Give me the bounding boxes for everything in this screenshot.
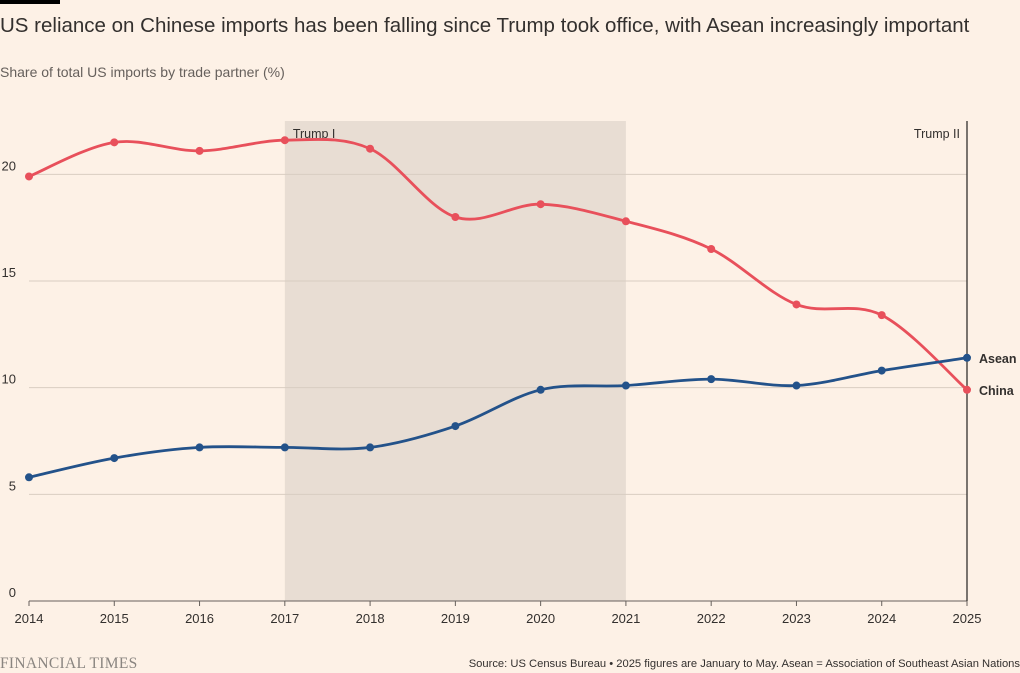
x-tick-label: 2015 <box>100 611 129 626</box>
chart-title: US reliance on Chinese imports has been … <box>0 14 970 37</box>
y-tick-label: 20 <box>2 158 16 173</box>
asean-point <box>110 454 119 463</box>
asean-point <box>707 375 716 384</box>
y-tick-label: 10 <box>2 372 16 387</box>
china-point <box>451 213 460 221</box>
china-point <box>110 138 119 147</box>
x-tick-label: 2025 <box>953 611 982 626</box>
asean-point <box>963 353 971 362</box>
asean-point <box>366 443 375 452</box>
asean-point <box>536 385 545 394</box>
asean-point <box>25 473 33 482</box>
source-note: Source: US Census Bureau • 2025 figures … <box>468 658 1020 670</box>
y-tick-label: 15 <box>2 265 16 280</box>
china-point <box>366 144 375 153</box>
x-tick-label: 2016 <box>185 611 214 626</box>
x-tick-label: 2021 <box>611 611 640 626</box>
x-tick-label: 2022 <box>697 611 726 626</box>
china-point <box>25 172 33 181</box>
asean-point <box>280 443 289 452</box>
asean-line <box>27 356 969 479</box>
x-tick-label: 2023 <box>782 611 811 626</box>
asean-point <box>195 443 204 452</box>
china-point <box>792 300 801 309</box>
y-tick-label: 0 <box>9 585 16 600</box>
y-tick-label: 5 <box>9 478 16 493</box>
china-line <box>27 137 969 392</box>
china-point <box>963 385 971 394</box>
trump-i-label: Trump I <box>293 127 336 141</box>
x-tick-label: 2019 <box>441 611 470 626</box>
asean-point <box>792 381 801 390</box>
x-tick-label: 2014 <box>15 611 44 626</box>
chart-subtitle: Share of total US imports by trade partn… <box>0 64 285 80</box>
asean-series-label: Asean <box>979 352 1017 366</box>
x-tick-label: 2020 <box>526 611 555 626</box>
asean-point <box>451 422 460 431</box>
china-series-label: China <box>979 384 1015 398</box>
china-point <box>536 200 545 209</box>
trump-ii-label: Trump II <box>914 127 960 141</box>
ft-brand-bar <box>0 0 60 4</box>
asean-point <box>877 366 886 375</box>
china-point <box>621 217 630 226</box>
ft-logo: FINANCIAL TIMES <box>0 655 138 672</box>
x-tick-label: 2017 <box>270 611 299 626</box>
asean-point <box>621 381 630 390</box>
china-point <box>877 311 886 320</box>
trump-i-band <box>284 121 626 601</box>
china-point <box>195 146 204 155</box>
china-point <box>280 136 289 145</box>
x-tick-label: 2018 <box>356 611 385 626</box>
china-point <box>707 245 716 253</box>
x-tick-label: 2024 <box>867 611 896 626</box>
